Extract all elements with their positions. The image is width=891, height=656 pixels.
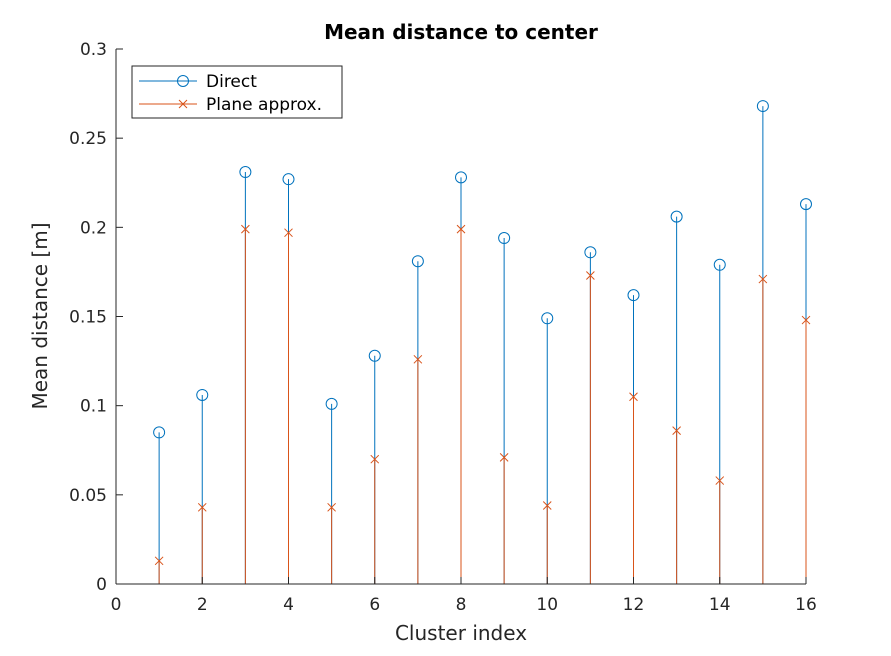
x-tick-label: 4	[283, 595, 294, 615]
legend-entry-label: Plane approx.	[206, 95, 322, 115]
legend-entry-label: Direct	[206, 72, 257, 92]
stem-marker-circle	[325, 397, 338, 410]
x-tick-label: 16	[795, 595, 817, 615]
stem-marker-circle	[670, 210, 683, 223]
stem-marker-x	[241, 224, 250, 234]
stem-marker-circle	[455, 171, 467, 184]
stem-marker-x	[672, 426, 681, 435]
y-tick-label: 0.2	[80, 218, 107, 238]
series-layer	[153, 100, 812, 584]
legend-box	[131, 65, 343, 119]
stem-marker-circle	[411, 255, 424, 268]
x-tick-label: 10	[536, 595, 558, 615]
stem-marker-x	[715, 476, 725, 485]
stem-marker-circle	[498, 232, 511, 245]
stem-marker-circle	[153, 426, 166, 439]
stem-marker-x	[586, 271, 595, 280]
stem-marker-circle	[756, 100, 769, 113]
x-tick-label: 12	[623, 595, 645, 615]
stem-marker-x	[456, 224, 466, 234]
x-tick-label: 8	[456, 595, 467, 615]
chart-title: Mean distance to center	[324, 20, 598, 44]
y-tick-label: 0.05	[69, 486, 107, 506]
y-tick-label: 0.15	[69, 308, 107, 328]
x-tick-label: 2	[197, 595, 208, 615]
legend-marker-x	[178, 99, 188, 109]
stem-marker-circle	[713, 258, 726, 271]
stem-marker-x	[284, 228, 293, 238]
y-tick-label: 0.1	[80, 397, 107, 417]
x-axis-label: Cluster index	[395, 621, 527, 645]
stem-marker-circle	[541, 312, 554, 325]
axes: 0 2 4 6 8 10 12 14 16 0 0.05 0.1 0.15 0.2 0.25 0.3	[69, 40, 817, 615]
x-tick-label: 6	[369, 595, 380, 615]
stem-marker-x	[413, 354, 423, 364]
stem-marker-x	[758, 274, 768, 284]
legend-marker-circle	[177, 75, 189, 87]
stem-marker-x	[629, 392, 638, 402]
y-axis-label: Mean distance [m]	[28, 222, 52, 409]
x-tick-label: 14	[709, 595, 731, 615]
stem-marker-circle	[584, 246, 597, 259]
stem-marker-x	[499, 453, 509, 462]
y-tick-label: 0.25	[69, 129, 107, 149]
stem-marker-x	[542, 501, 552, 510]
stem-marker-circle	[368, 349, 381, 362]
y-tick-label: 0	[96, 575, 107, 595]
y-tick-label: 0.3	[80, 40, 107, 60]
stem-marker-x	[370, 454, 380, 464]
stem-marker-circle	[627, 289, 640, 302]
stem-marker-x	[154, 556, 164, 566]
legend: Direct Plane approx.	[131, 65, 343, 119]
stem-marker-x	[327, 502, 336, 512]
stem-marker-circle	[239, 166, 252, 179]
stem-marker-circle	[282, 173, 295, 186]
series-1	[154, 224, 811, 584]
x-tick-label: 0	[111, 595, 122, 615]
stem-marker-circle	[196, 388, 209, 401]
stem-marker-x	[801, 315, 811, 325]
stem-marker-x	[197, 502, 207, 512]
stem-marker-circle	[800, 198, 812, 211]
